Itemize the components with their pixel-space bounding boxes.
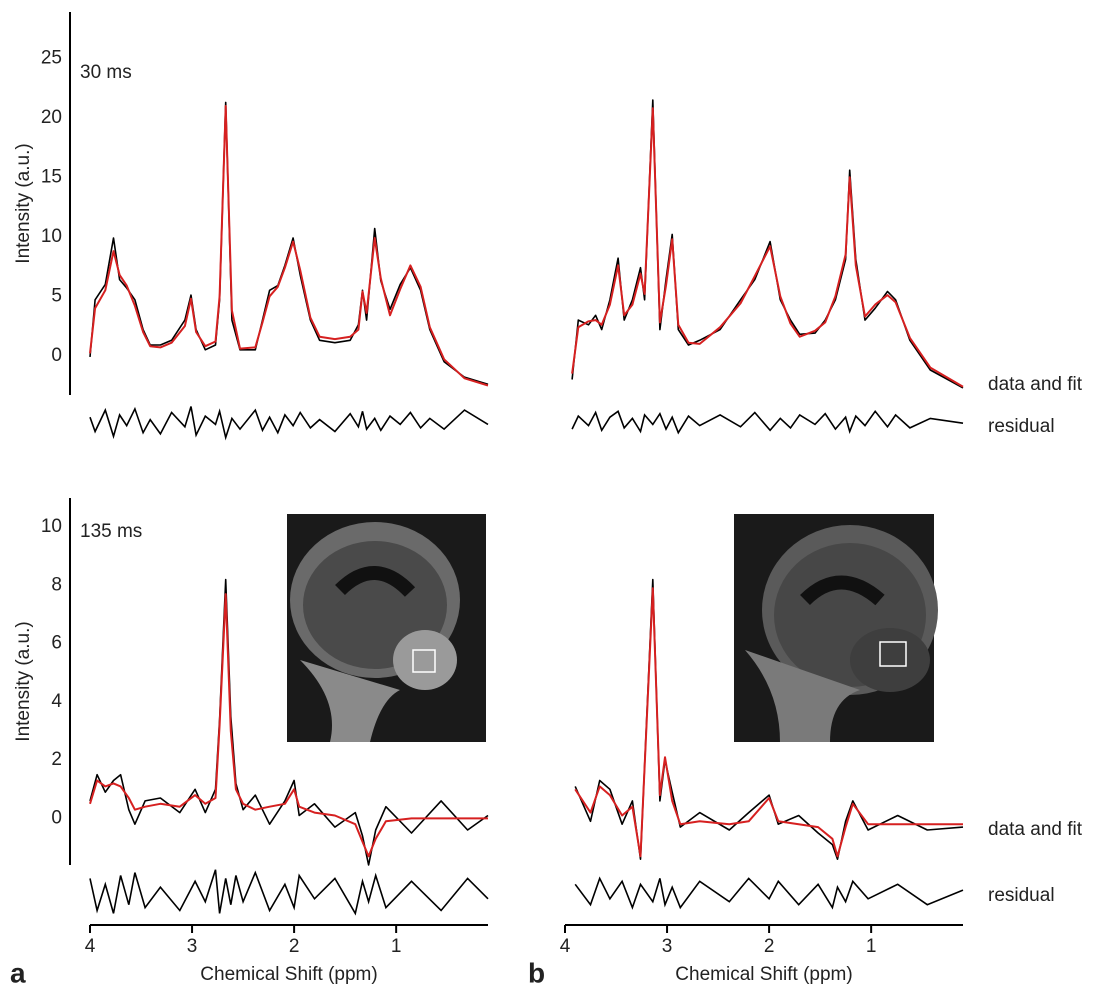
y-axis-label: Intensity (a.u.) [13, 621, 34, 741]
y-tick-label: 20 [41, 107, 62, 128]
residual-line [89, 869, 489, 916]
y-axis-label: Intensity (a.u.) [13, 143, 34, 263]
row-label: data and fit [988, 374, 1083, 395]
y-tick-label: 4 [51, 691, 62, 712]
y-tick-label: 10 [41, 226, 62, 247]
residual-line [571, 409, 964, 435]
x-tick-label: 2 [764, 936, 775, 957]
x-tick-label: 3 [187, 936, 198, 957]
data-line [571, 99, 964, 389]
fit-line [574, 587, 963, 858]
data-line [574, 578, 964, 860]
residual-line [574, 876, 964, 910]
y-tick-label: 25 [41, 47, 62, 68]
fit-line [89, 105, 489, 387]
x-axis-label: Chemical Shift (ppm) [200, 964, 377, 985]
row-label: data and fit [988, 819, 1083, 840]
row-label: residual [988, 885, 1055, 906]
x-tick-label: 4 [560, 936, 571, 957]
x-tick-label: 4 [85, 936, 96, 957]
y-tick-label: 2 [51, 749, 62, 770]
x-tick-label: 1 [391, 936, 402, 957]
x-tick-label: 3 [662, 936, 673, 957]
y-tick-label: 5 [51, 285, 62, 306]
x-tick-label: 1 [866, 936, 877, 957]
fit-line [89, 593, 488, 858]
fit-line [571, 107, 964, 388]
row-label: residual [988, 416, 1055, 437]
panel-label: b [528, 957, 545, 988]
annotation: 30 ms [80, 62, 132, 83]
data-line [89, 101, 489, 386]
y-tick-label: 0 [51, 345, 62, 366]
mri-image [734, 514, 938, 742]
annotation: 135 ms [80, 521, 142, 542]
residual-line [89, 406, 489, 441]
y-tick-label: 8 [51, 574, 62, 595]
y-tick-label: 10 [41, 516, 62, 537]
y-tick-label: 0 [51, 807, 62, 828]
x-tick-label: 2 [289, 936, 300, 957]
y-tick-label: 6 [51, 633, 62, 654]
mri-image [287, 514, 486, 742]
x-axis-label: Chemical Shift (ppm) [675, 964, 852, 985]
y-tick-label: 15 [41, 166, 62, 187]
panel-label: a [10, 957, 26, 988]
